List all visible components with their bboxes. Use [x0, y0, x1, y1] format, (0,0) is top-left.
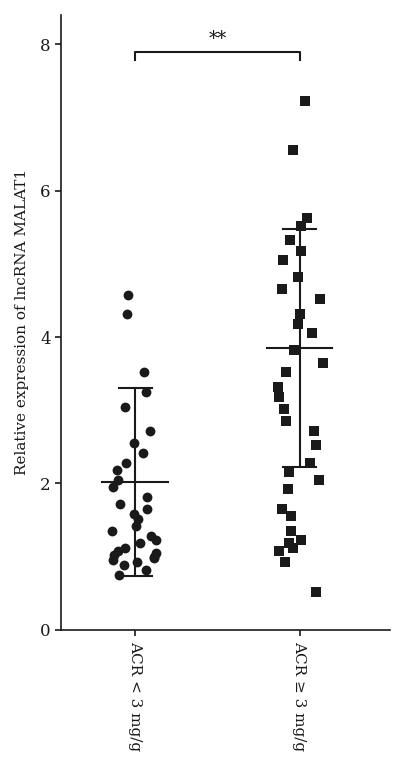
Point	[279, 502, 285, 515]
Point	[295, 318, 302, 330]
Point	[140, 447, 146, 459]
Point	[311, 424, 317, 437]
Point	[143, 564, 149, 576]
Point	[290, 144, 296, 156]
Point	[122, 542, 128, 554]
Point	[315, 473, 322, 486]
Point	[278, 283, 285, 296]
Point	[141, 366, 148, 378]
Point	[317, 293, 323, 305]
Point	[312, 585, 319, 597]
Point	[122, 401, 129, 413]
Point	[147, 424, 153, 437]
Point	[130, 437, 137, 450]
Text: **: **	[208, 30, 226, 48]
Point	[319, 356, 326, 368]
Point	[109, 525, 115, 537]
Point	[288, 525, 294, 537]
Point	[151, 552, 158, 565]
Point	[153, 547, 160, 559]
Point	[280, 254, 286, 267]
Point	[137, 537, 143, 549]
Point	[298, 535, 304, 547]
Point	[287, 234, 294, 247]
Point	[110, 554, 116, 566]
Point	[287, 510, 294, 522]
Point	[134, 556, 140, 568]
Point	[306, 457, 313, 469]
Point	[304, 212, 310, 224]
Point	[283, 366, 289, 378]
Point	[123, 457, 130, 469]
Point	[286, 537, 292, 549]
Point	[124, 289, 131, 301]
Point	[143, 386, 149, 398]
Point	[144, 502, 151, 515]
Point	[281, 556, 288, 568]
Point	[115, 545, 122, 557]
Point	[116, 568, 122, 581]
Point	[150, 551, 157, 563]
Point	[286, 466, 292, 479]
Point	[298, 220, 305, 232]
Y-axis label: Relative expression of lncRNA MALAT1: Relative expression of lncRNA MALAT1	[15, 169, 29, 476]
Point	[116, 498, 123, 510]
Point	[302, 95, 309, 107]
Point	[290, 344, 297, 356]
Point	[298, 244, 305, 257]
Point	[295, 271, 301, 283]
Point	[276, 545, 282, 557]
Point	[115, 473, 122, 486]
Point	[114, 464, 121, 476]
Point	[285, 483, 291, 496]
Point	[313, 439, 320, 451]
Point	[297, 307, 303, 319]
Point	[133, 519, 139, 532]
Point	[152, 535, 159, 547]
Point	[131, 508, 138, 520]
Point	[290, 542, 296, 554]
Point	[275, 391, 282, 403]
Point	[148, 530, 155, 542]
Point	[283, 415, 290, 427]
Point	[111, 549, 117, 561]
Point	[124, 307, 130, 319]
Point	[144, 490, 151, 502]
Point	[134, 512, 141, 525]
Point	[275, 381, 281, 393]
Point	[110, 481, 116, 493]
Point	[121, 559, 128, 571]
Point	[281, 403, 288, 415]
Point	[308, 327, 315, 339]
